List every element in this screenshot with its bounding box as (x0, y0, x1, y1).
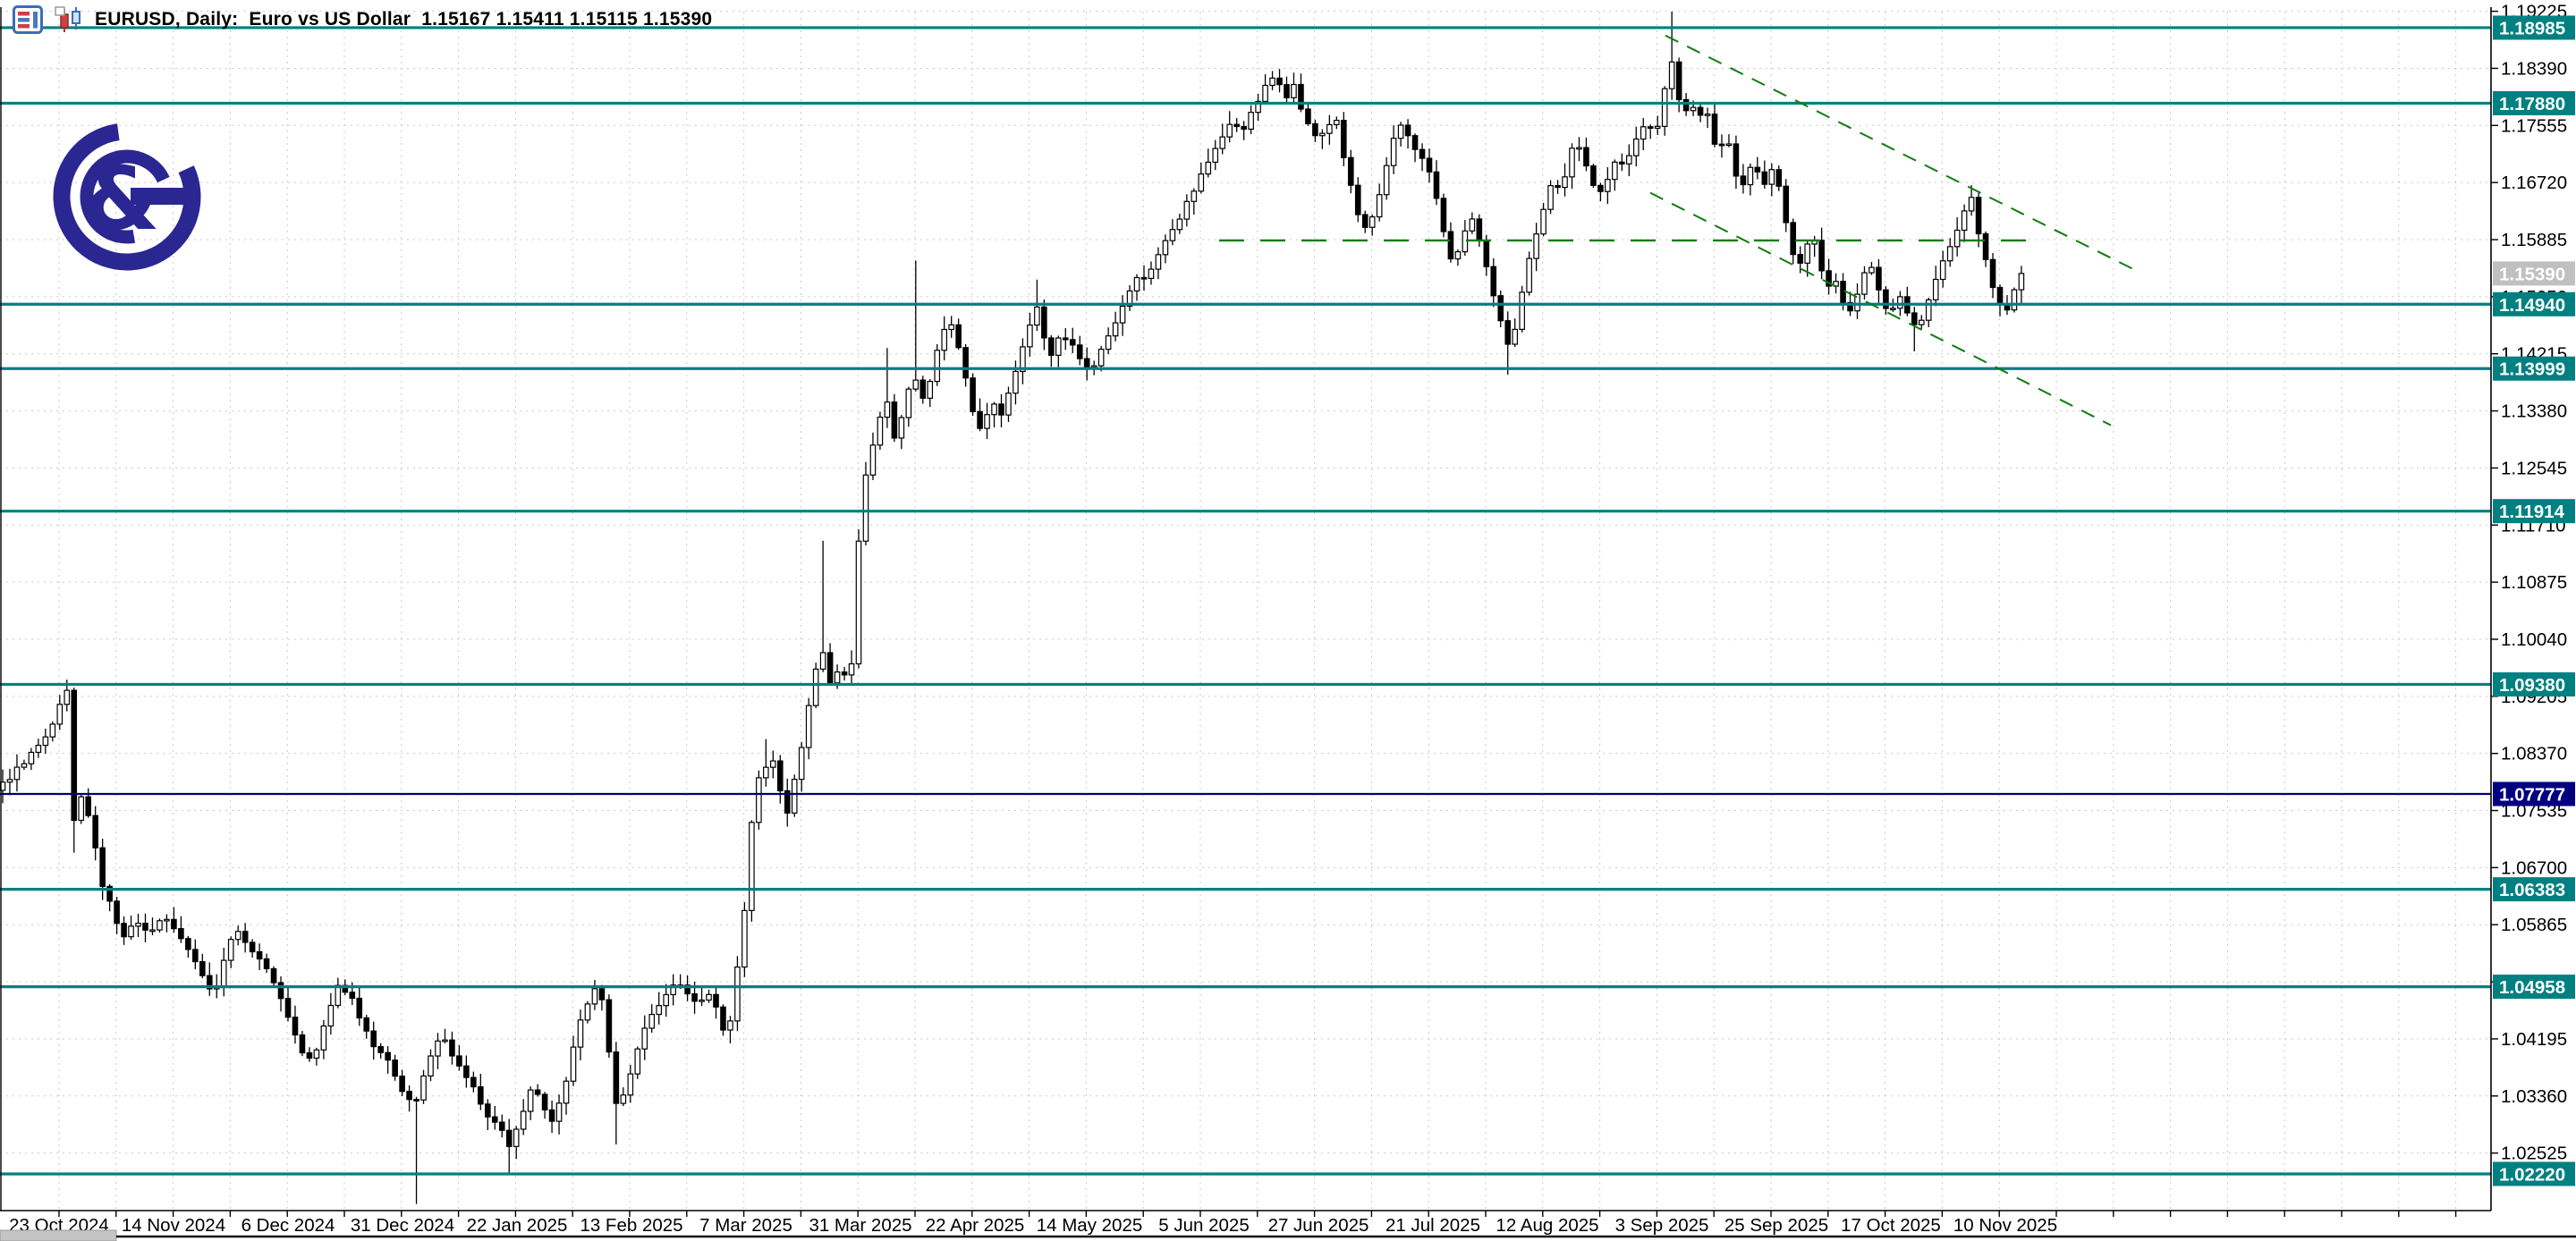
candles (0, 11, 2025, 1204)
svg-text:1.17880: 1.17880 (2499, 94, 2565, 114)
svg-text:1.13999: 1.13999 (2499, 359, 2565, 380)
svg-text:1.14940: 1.14940 (2499, 295, 2565, 316)
svg-text:1.07777: 1.07777 (2499, 785, 2565, 806)
broker-logo: & (45, 113, 209, 277)
svg-text:1.06700: 1.06700 (2501, 857, 2567, 878)
svg-text:1.09380: 1.09380 (2499, 675, 2565, 696)
svg-text:3 Sep 2025: 3 Sep 2025 (1615, 1215, 1709, 1236)
svg-text:10 Nov 2025: 10 Nov 2025 (1953, 1215, 2057, 1236)
svg-text:1.03360: 1.03360 (2501, 1086, 2567, 1107)
svg-text:1.15390: 1.15390 (2499, 264, 2565, 284)
logo-g-mark: & (53, 122, 201, 271)
svg-text:1.13380: 1.13380 (2501, 401, 2567, 422)
logo-ampersand: & (83, 148, 159, 250)
chart-title: EURUSD, Daily: Euro vs US Dollar 1.15167… (95, 9, 713, 30)
svg-text:27 Jun 2025: 27 Jun 2025 (1268, 1215, 1369, 1236)
svg-text:1.15885: 1.15885 (2501, 230, 2567, 250)
svg-text:1.11914: 1.11914 (2499, 502, 2565, 522)
svg-text:1.05865: 1.05865 (2501, 915, 2567, 935)
svg-text:22 Apr 2025: 22 Apr 2025 (926, 1215, 1025, 1236)
svg-text:1.02525: 1.02525 (2501, 1144, 2567, 1164)
svg-text:14 May 2025: 14 May 2025 (1037, 1215, 1143, 1236)
svg-text:14 Nov 2024: 14 Nov 2024 (122, 1215, 225, 1236)
svg-text:1.17555: 1.17555 (2501, 115, 2567, 136)
svg-text:7 Mar 2025: 7 Mar 2025 (699, 1215, 792, 1236)
svg-text:6 Dec 2024: 6 Dec 2024 (242, 1215, 335, 1236)
chart-list-icon[interactable] (13, 5, 45, 34)
svg-text:1.18985: 1.18985 (2499, 18, 2565, 38)
svg-text:1.18390: 1.18390 (2501, 58, 2567, 79)
svg-text:1.16720: 1.16720 (2501, 173, 2567, 193)
svg-text:1.04195: 1.04195 (2501, 1029, 2567, 1050)
svg-text:1.04958: 1.04958 (2499, 977, 2565, 998)
svg-text:22 Jan 2025: 22 Jan 2025 (467, 1215, 568, 1236)
svg-text:1.12545: 1.12545 (2501, 458, 2567, 478)
svg-text:25 Sep 2025: 25 Sep 2025 (1724, 1215, 1828, 1236)
svg-text:1.10040: 1.10040 (2501, 629, 2567, 650)
svg-text:17 Oct 2025: 17 Oct 2025 (1841, 1215, 1941, 1236)
svg-text:1.08370: 1.08370 (2501, 744, 2567, 764)
svg-text:13 Feb 2025: 13 Feb 2025 (580, 1215, 682, 1236)
chart-title-row: EURUSD, Daily: Euro vs US Dollar 1.15167… (13, 5, 712, 34)
svg-text:1.06383: 1.06383 (2499, 880, 2565, 900)
svg-text:12 Aug 2025: 12 Aug 2025 (1496, 1215, 1598, 1236)
svg-text:31 Mar 2025: 31 Mar 2025 (809, 1215, 911, 1236)
svg-text:31 Dec 2024: 31 Dec 2024 (351, 1215, 454, 1236)
candlestick-chart-icon[interactable] (54, 5, 86, 34)
svg-text:1.10875: 1.10875 (2501, 572, 2567, 593)
svg-text:5 Jun 2025: 5 Jun 2025 (1158, 1215, 1249, 1236)
svg-text:1.02220: 1.02220 (2499, 1164, 2565, 1185)
svg-text:21 Jul 2025: 21 Jul 2025 (1385, 1215, 1480, 1236)
